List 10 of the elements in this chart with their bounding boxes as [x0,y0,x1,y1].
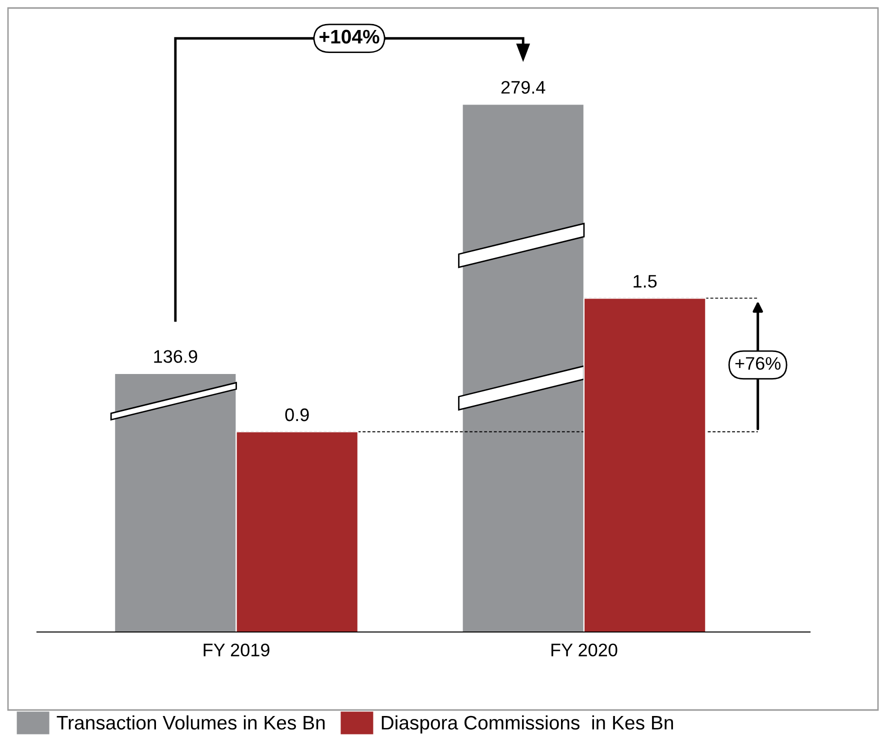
annotation: +104% [320,30,380,44]
data-label: 1.5 [634,275,657,288]
data-label: 279.4 [501,80,546,94]
legend-label: Transaction Volumes in Kes Bn [56,715,325,730]
data-label: 0.9 [285,408,309,422]
x-tick-label: FY 2019 [204,644,270,656]
x-tick-label: FY 2020 [551,644,618,656]
legend-label: Diaspora Commissions in Kes Bn [382,715,673,734]
data-label: 136.9 [154,350,198,363]
annotation: +76% [735,357,781,370]
